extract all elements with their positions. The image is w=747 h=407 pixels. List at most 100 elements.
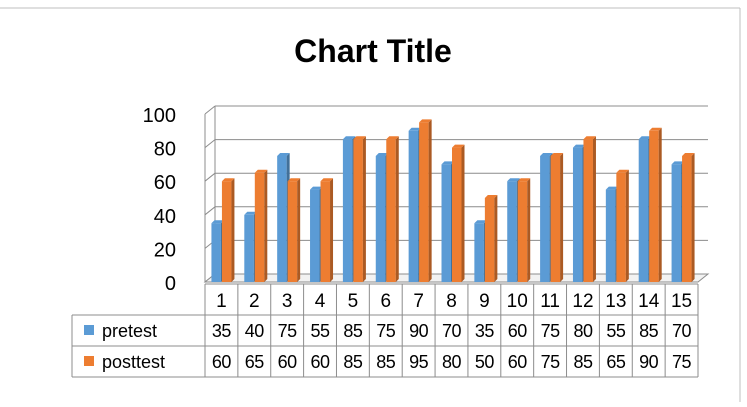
posttest-bar-top (419, 119, 432, 123)
posttest-bar-top (484, 195, 498, 198)
y-tick-label: 20 (154, 239, 176, 261)
pretest-bar (572, 147, 583, 282)
x-tick-label: 13 (605, 291, 626, 312)
posttest-bar-top (254, 169, 268, 173)
data-label: 80 (442, 352, 462, 372)
posttest-bar (320, 181, 331, 282)
posttest-bar-top (452, 144, 465, 148)
chart-title: Chart Title (294, 33, 452, 69)
data-label: 55 (311, 321, 331, 341)
data-label: 40 (245, 321, 265, 341)
x-tick-label: 6 (380, 291, 391, 312)
posttest-bar-side (297, 178, 301, 282)
x-tick-label: 8 (446, 291, 457, 312)
data-label: 65 (606, 352, 626, 372)
data-label: 75 (376, 321, 396, 341)
data-label: 85 (376, 352, 396, 372)
pretest-bar (342, 139, 353, 282)
x-tick-label: 10 (507, 291, 528, 312)
posttest-bar-top (386, 136, 399, 140)
data-label: 75 (672, 352, 692, 372)
x-tick-label: 5 (348, 291, 359, 312)
posttest-bar (616, 172, 626, 282)
x-tick-label: 2 (249, 291, 260, 312)
data-label: 60 (508, 352, 528, 372)
data-label: 80 (573, 321, 593, 341)
x-tick-label: 9 (479, 291, 490, 312)
posttest-bar (484, 198, 495, 282)
data-label: 85 (343, 352, 363, 372)
posttest-bar (254, 172, 265, 282)
data-label: 75 (541, 352, 561, 372)
data-label: 90 (409, 321, 429, 341)
posttest-bar-top (682, 153, 695, 156)
x-tick-label: 7 (413, 291, 424, 312)
data-label: 50 (475, 352, 495, 372)
pretest-bar-top (310, 186, 323, 190)
posttest-bar-top (517, 178, 531, 182)
pretest-bar (507, 181, 517, 282)
posttest-bar (649, 130, 659, 282)
posttest-bar-side (461, 144, 465, 282)
posttest-bar-top (221, 178, 235, 182)
pretest-bar-top (342, 136, 356, 140)
data-label: 70 (442, 321, 462, 341)
pretest-bar-top (375, 153, 389, 156)
data-label: 85 (639, 321, 659, 341)
y-tick-label: 0 (165, 273, 176, 295)
pretest-bar (671, 164, 682, 282)
posttest-bar-side (527, 178, 531, 282)
posttest-bar (353, 139, 363, 282)
x-tick-label: 14 (638, 291, 660, 312)
data-label: 60 (508, 321, 528, 341)
posttest-bar (550, 156, 561, 282)
pretest-bar (540, 156, 550, 282)
data-label: 90 (639, 352, 659, 372)
posttest-bar (386, 139, 396, 282)
pretest-bar-top (277, 153, 290, 156)
posttest-bar (682, 156, 692, 282)
posttest-bar (419, 122, 429, 283)
data-label: 55 (606, 321, 626, 341)
pretest-bar-top (507, 178, 520, 182)
legend-label: posttest (102, 352, 165, 372)
pretest-bar-top (408, 127, 422, 131)
y-tick-label: 100 (143, 105, 176, 127)
posttest-bar-side (494, 195, 498, 282)
gridline-side (204, 206, 216, 216)
pretest-bar-top (441, 161, 454, 165)
x-tick-label: 11 (540, 291, 560, 312)
posttest-bar-side (625, 169, 629, 282)
legend-label: pretest (102, 321, 157, 341)
pretest-bar (441, 164, 451, 282)
pretest-bar (605, 189, 616, 282)
data-label: 60 (311, 352, 331, 372)
pretest-bar (244, 214, 254, 282)
legend-key (84, 356, 94, 366)
posttest-bar-side (560, 153, 564, 282)
pretest-bar-top (671, 161, 685, 165)
pretest-bar (211, 223, 221, 282)
posttest-bar-top (649, 127, 662, 131)
pretest-bar-top (638, 136, 652, 140)
data-label: 60 (278, 352, 298, 372)
x-tick-label: 1 (216, 291, 227, 312)
data-label: 75 (541, 321, 561, 341)
pretest-bar (474, 223, 484, 282)
posttest-bar-top (353, 136, 366, 140)
y-tick-label: 80 (154, 139, 176, 161)
posttest-bar (221, 181, 232, 282)
posttest-bar-side (362, 136, 366, 282)
data-label: 75 (278, 321, 298, 341)
pretest-bar (310, 189, 320, 282)
pretest-bar (638, 139, 649, 282)
pretest-bar-top (605, 186, 619, 190)
posttest-bar-side (264, 169, 268, 282)
pretest-bar (277, 156, 287, 282)
posttest-bar-side (231, 178, 235, 282)
y-tick-label: 40 (154, 206, 176, 228)
pretest-bar (375, 156, 386, 282)
data-label: 65 (245, 352, 265, 372)
